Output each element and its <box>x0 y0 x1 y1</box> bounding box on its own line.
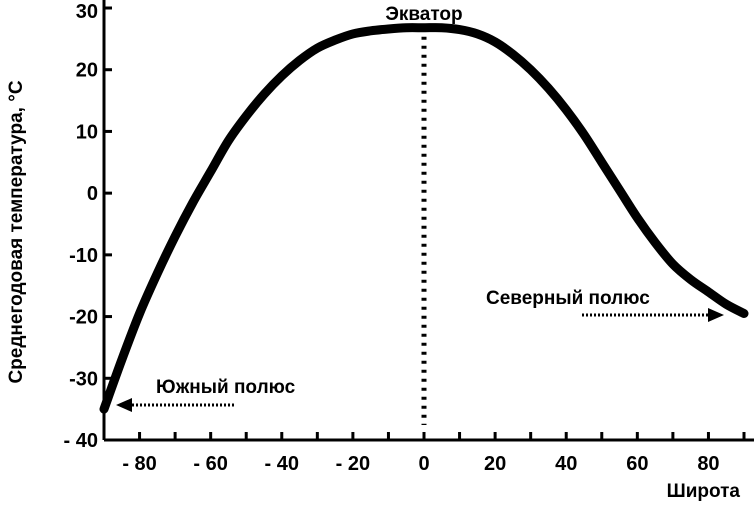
y-tick-label: -10 <box>69 245 98 267</box>
y-ticks: 30 20 10 0 -10 -20 -30 - 40 <box>64 1 112 452</box>
y-tick-label: - 40 <box>64 430 98 452</box>
x-tick-label: - 80 <box>122 453 156 475</box>
y-axis-title: Среднегодовая температура, °С <box>6 80 27 383</box>
north-pole-label: Северный полюс <box>486 288 650 309</box>
x-tick-label: - 60 <box>193 453 227 475</box>
south-pole-label: Южный полюс <box>156 377 296 398</box>
y-tick-label: 20 <box>76 60 98 82</box>
x-tick-label: - 20 <box>336 453 370 475</box>
north-pole-arrow <box>582 308 724 322</box>
x-ticks: - 80 - 60 - 40 - 20 0 20 40 60 80 <box>102 432 746 475</box>
x-tick-label: 0 <box>418 453 429 475</box>
x-axis-title: Широта <box>667 481 741 502</box>
south-pole-arrow <box>116 398 236 412</box>
x-tick-label: 20 <box>484 453 506 475</box>
y-tick-label: -20 <box>69 307 98 329</box>
x-tick-label: 40 <box>555 453 577 475</box>
x-tick-label: - 40 <box>265 453 299 475</box>
y-tick-label: 10 <box>76 121 98 143</box>
y-tick-label: 30 <box>76 1 98 23</box>
y-tick-label: -30 <box>69 368 98 390</box>
x-tick-label: 60 <box>626 453 648 475</box>
equator-label: Экватор <box>385 4 462 25</box>
temperature-curve <box>99 23 749 414</box>
y-tick-label: 0 <box>87 183 98 205</box>
x-tick-label: 80 <box>697 453 719 475</box>
